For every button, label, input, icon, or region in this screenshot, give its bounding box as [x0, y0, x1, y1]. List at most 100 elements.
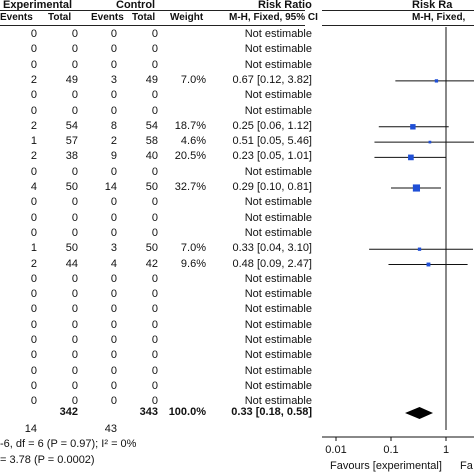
cell-ci: Not estimable — [244, 318, 312, 331]
cell-events-control: 9 — [110, 150, 117, 163]
cell-total-experimental: 38 — [65, 150, 78, 163]
cell-events-control: 8 — [110, 119, 117, 132]
total-control: 343 — [139, 406, 158, 418]
cell-total-experimental: 54 — [65, 119, 78, 132]
cell-total-control: 0 — [151, 226, 158, 239]
header-rule-bottom — [0, 25, 305, 26]
cell-ci: 0.25 [0.06, 1.12] — [232, 119, 312, 132]
cell-events-control: 0 — [110, 349, 117, 362]
cell-total-control: 0 — [151, 196, 158, 209]
cell-total-control: 0 — [151, 89, 158, 102]
cell-total-experimental: 0 — [71, 165, 78, 178]
cell-events-experimental: 2 — [30, 257, 37, 270]
header-risk-ratio-plot: Risk Ra — [412, 0, 453, 11]
effect-square — [412, 184, 421, 192]
cell-total-experimental: 0 — [71, 395, 78, 408]
cell-total-control: 54 — [145, 119, 158, 132]
cell-events-experimental: 0 — [30, 303, 37, 316]
cell-total-experimental: 0 — [71, 379, 78, 392]
cell-events-control: 0 — [110, 379, 117, 392]
cell-ci: Not estimable — [244, 226, 312, 239]
effect-square — [434, 79, 439, 83]
cell-total-experimental: 0 — [71, 28, 78, 40]
header-rule-top — [0, 10, 305, 11]
cell-total-control: 0 — [151, 58, 158, 71]
cell-total-experimental: 0 — [71, 334, 78, 346]
cell-total-experimental: 0 — [71, 226, 78, 239]
cell-events-control: 3 — [110, 73, 117, 86]
cell-total-experimental: 0 — [71, 288, 78, 301]
cell-events-experimental: 2 — [30, 150, 37, 163]
cell-total-control: 0 — [151, 364, 158, 377]
cell-weight: 7.0% — [180, 73, 206, 86]
cell-events-control: 0 — [110, 43, 117, 56]
cell-events-control: 0 — [110, 318, 117, 331]
header-experimental: Experimental — [3, 0, 73, 11]
col-total-control: Total — [132, 12, 156, 23]
cell-events-experimental: 1 — [30, 242, 37, 255]
cell-weight: 7.0% — [180, 242, 206, 255]
cell-events-control: 0 — [110, 288, 117, 301]
cell-ci: Not estimable — [244, 395, 312, 408]
cell-ci: Not estimable — [244, 89, 312, 102]
cell-total-experimental: 44 — [65, 257, 78, 270]
cell-total-experimental: 50 — [65, 242, 78, 255]
cell-events-control: 0 — [110, 196, 117, 209]
cell-weight: 9.6% — [180, 257, 206, 270]
cell-events-experimental: 0 — [30, 349, 37, 362]
cell-total-experimental: 0 — [71, 318, 78, 331]
cell-events-experimental: 0 — [30, 89, 37, 102]
cell-events-control: 0 — [110, 58, 117, 71]
cell-ci: Not estimable — [244, 349, 312, 362]
header-control: Control — [116, 0, 156, 11]
cell-events-control: 0 — [110, 334, 117, 346]
cell-events-experimental: 0 — [30, 104, 37, 117]
cell-events-experimental: 0 — [30, 226, 37, 239]
cell-ci: Not estimable — [244, 288, 312, 301]
cell-events-control: 0 — [110, 211, 117, 224]
cell-ci: Not estimable — [244, 334, 312, 346]
cell-ci: Not estimable — [244, 28, 312, 40]
x-tick-label: 1 — [443, 444, 449, 456]
cell-weight: 20.5% — [174, 150, 206, 163]
cell-total-control: 0 — [151, 349, 158, 362]
cell-total-experimental: 50 — [65, 181, 78, 193]
cell-ci: Not estimable — [244, 104, 312, 117]
cell-events-control: 3 — [110, 242, 117, 255]
col-method: M-H, Fixed, 95% CI — [229, 12, 318, 23]
cell-events-experimental: 0 — [30, 318, 37, 331]
cell-events-control: 2 — [110, 135, 117, 148]
total-events-control: 43 — [104, 423, 117, 435]
cell-events-control: 4 — [110, 257, 117, 270]
cell-ci: 0.33 [0.04, 3.10] — [232, 242, 312, 255]
col-total-experimental: Total — [48, 12, 72, 23]
cell-total-experimental: 0 — [71, 89, 78, 102]
cell-events-control: 0 — [110, 104, 117, 117]
cell-events-control: 0 — [110, 89, 117, 102]
total-weight: 100.0% — [168, 406, 206, 418]
header-rule-bottom-plot — [322, 25, 474, 26]
cell-events-experimental: 0 — [30, 58, 37, 71]
cell-total-experimental: 0 — [71, 104, 78, 117]
cell-events-experimental: 0 — [30, 272, 37, 285]
cell-total-control: 50 — [145, 242, 158, 255]
cell-events-control: 14 — [104, 181, 117, 193]
total-experimental: 342 — [59, 406, 78, 418]
heterogeneity-text: -6, df = 6 (P = 0.97); I² = 0% — [0, 438, 137, 450]
cell-total-experimental: 0 — [71, 349, 78, 362]
cell-ci: 0.67 [0.12, 3.82] — [232, 73, 312, 86]
cell-events-control: 0 — [110, 165, 117, 178]
cell-events-control: 0 — [110, 272, 117, 285]
cell-ci: Not estimable — [244, 43, 312, 56]
col-events-control: Events — [91, 12, 124, 23]
cell-events-experimental: 4 — [30, 181, 37, 193]
total-events-experimental: 14 — [24, 423, 37, 435]
cell-events-control: 0 — [110, 395, 117, 408]
cell-total-experimental: 0 — [71, 303, 78, 316]
cell-events-experimental: 2 — [30, 73, 37, 86]
cell-weight: 32.7% — [174, 181, 206, 193]
header-risk-ratio: Risk Ratio — [258, 0, 312, 11]
cell-total-experimental: 49 — [65, 73, 78, 86]
effect-square — [426, 262, 431, 267]
